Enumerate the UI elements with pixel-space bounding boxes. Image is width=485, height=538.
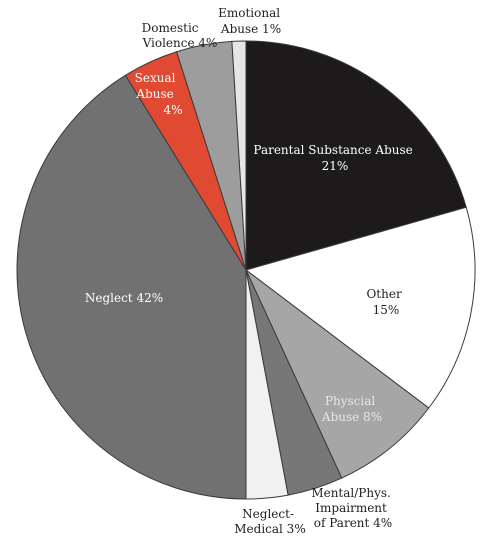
pie-slices [16, 40, 476, 500]
slice-label-mental-phys-impairment: Mental/Phys. Impairment of Parent 4% [311, 486, 394, 530]
slice-label-parental-substance-abuse: Parental Substance Abuse 21% [253, 143, 416, 173]
pie-labels: Parental Substance Abuse 21% Other 15% P… [85, 6, 416, 536]
slice-label-domestic-violence: Domestic Violence 4% [142, 21, 218, 50]
slice-label-other: Other 15% [366, 287, 405, 317]
slice-label-neglect: Neglect 42% [85, 291, 163, 305]
slice-label-sexual-abuse: Sexual Abuse 4% [135, 71, 183, 117]
slice-label-emotional-abuse: Emotional Abuse 1% [218, 6, 284, 36]
pie-slice-parental-substance-abuse [245, 40, 467, 271]
pie-slice-neglect [16, 74, 247, 500]
pie-slice-emotional-abuse [231, 40, 247, 271]
slice-label-physical-abuse: Physcial Abuse 8% [321, 394, 382, 424]
slice-label-neglect-medical: Neglect- Medical 3% [234, 507, 305, 536]
pie-slice-other [244, 206, 476, 409]
pie-slice-physcial-abuse [245, 269, 430, 479]
